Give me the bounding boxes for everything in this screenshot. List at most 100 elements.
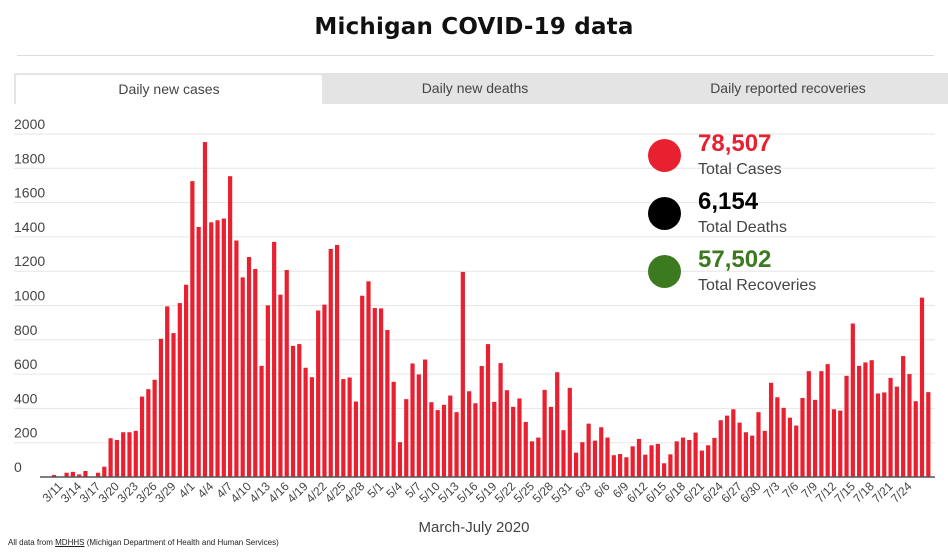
bar-3-29[interactable] [171,333,176,477]
bar-3-28[interactable] [165,306,170,477]
bar-7-2[interactable] [768,382,774,477]
bar-4-27[interactable] [353,401,359,477]
bar-5-9[interactable] [429,402,434,477]
bar-4-12[interactable] [259,365,264,477]
bar-4-10[interactable] [246,256,252,477]
bar-5-8[interactable] [423,359,428,477]
bar-6-19[interactable] [687,439,692,477]
bar-5-6[interactable] [410,363,415,477]
bar-5-15[interactable] [467,391,472,477]
bar-5-22[interactable] [511,406,516,477]
bar-3-17[interactable] [95,472,101,477]
bar-7-9[interactable] [812,399,818,477]
bar-4-23[interactable] [328,248,333,477]
bar-4-9[interactable] [240,277,245,477]
bar-4-16[interactable] [284,269,289,477]
bar-6-5[interactable] [599,427,604,477]
bar-6-4[interactable] [592,440,598,477]
bar-3-25[interactable] [146,389,151,477]
bar-5-7[interactable] [416,374,421,477]
bar-4-15[interactable] [278,294,283,477]
bar-4-14[interactable] [272,241,277,477]
bar-7-7[interactable] [800,397,805,477]
bar-6-15[interactable] [662,463,667,477]
bar-6-24[interactable] [718,420,723,477]
bar-7-20[interactable] [882,392,887,477]
bar-6-14[interactable] [655,443,660,477]
bar-5-13[interactable] [454,412,459,477]
bar-7-4[interactable] [781,407,786,477]
bar-4-30[interactable] [372,308,377,477]
bar-3-22[interactable] [127,432,132,477]
bar-5-12[interactable] [448,395,453,477]
bar-7-18[interactable] [869,360,874,477]
bar-3-21[interactable] [121,432,126,477]
bar-7-13[interactable] [838,410,843,477]
bar-5-19[interactable] [492,401,497,477]
bar-7-14[interactable] [844,375,849,477]
tab-daily-new-deaths[interactable]: Daily new deaths [421,80,529,96]
bar-7-3[interactable] [775,397,780,477]
bar-5-11[interactable] [441,404,447,477]
bar-5-21[interactable] [504,390,509,477]
bar-7-27[interactable] [926,392,931,477]
bar-4-17[interactable] [290,345,296,477]
bar-4-24[interactable] [334,244,340,477]
bar-7-6[interactable] [794,425,799,477]
bar-6-10[interactable] [630,446,635,477]
bar-7-22[interactable] [894,386,899,477]
bar-7-12[interactable] [831,409,837,477]
bar-4-13[interactable] [265,305,270,477]
bar-6-22[interactable] [706,445,711,477]
bar-5-31[interactable] [567,387,572,477]
bar-7-16[interactable] [857,365,862,477]
tab-daily-reported-recoveries[interactable]: Daily reported recoveries [710,80,866,96]
bar-5-27[interactable] [542,389,547,477]
bar-3-15[interactable] [83,470,88,477]
bar-6-7[interactable] [611,455,616,477]
bar-5-26[interactable] [536,437,541,477]
bar-7-8[interactable] [806,371,811,477]
bar-5-3[interactable] [391,381,396,477]
bar-4-25[interactable] [341,379,346,477]
tab-daily-new-cases[interactable]: Daily new cases [16,75,322,104]
bar-4-3[interactable] [202,142,208,478]
bar-7-24[interactable] [907,374,912,477]
bar-7-15[interactable] [850,323,855,477]
bar-5-4[interactable] [397,442,403,477]
bar-4-5[interactable] [215,220,220,477]
bar-5-17[interactable] [479,366,484,477]
bar-3-30[interactable] [177,303,182,477]
bar-7-5[interactable] [787,417,793,477]
bar-6-13[interactable] [649,445,654,477]
bar-7-25[interactable] [913,401,918,477]
bar-3-18[interactable] [102,466,107,477]
bar-6-12[interactable] [643,454,648,477]
bar-5-28[interactable] [548,406,554,477]
bar-4-8[interactable] [234,240,239,477]
bar-5-18[interactable] [485,344,491,477]
bar-6-21[interactable] [699,450,704,477]
bar-7-26[interactable] [919,297,925,477]
bar-7-10[interactable] [819,371,824,477]
bar-5-2[interactable] [385,330,390,477]
bar-6-28[interactable] [743,432,748,477]
bar-5-20[interactable] [498,363,503,477]
bar-6-27[interactable] [737,422,742,477]
bar-5-24[interactable] [523,421,528,477]
bar-5-29[interactable] [555,372,560,477]
bar-6-3[interactable] [586,423,591,477]
bar-4-2[interactable] [196,226,201,477]
bar-6-25[interactable] [724,415,730,477]
bar-3-13[interactable] [70,471,75,477]
bar-4-21[interactable] [316,310,321,477]
bar-7-1[interactable] [762,430,767,477]
bar-4-29[interactable] [366,281,371,477]
bar-3-10[interactable] [51,474,57,477]
bar-6-8[interactable] [618,454,623,477]
bar-7-17[interactable] [863,362,868,477]
bar-5-1[interactable] [378,308,384,477]
bar-6-26[interactable] [731,409,736,477]
mdhhs-link[interactable]: MDHHS [55,538,85,547]
bar-4-18[interactable] [297,344,302,477]
